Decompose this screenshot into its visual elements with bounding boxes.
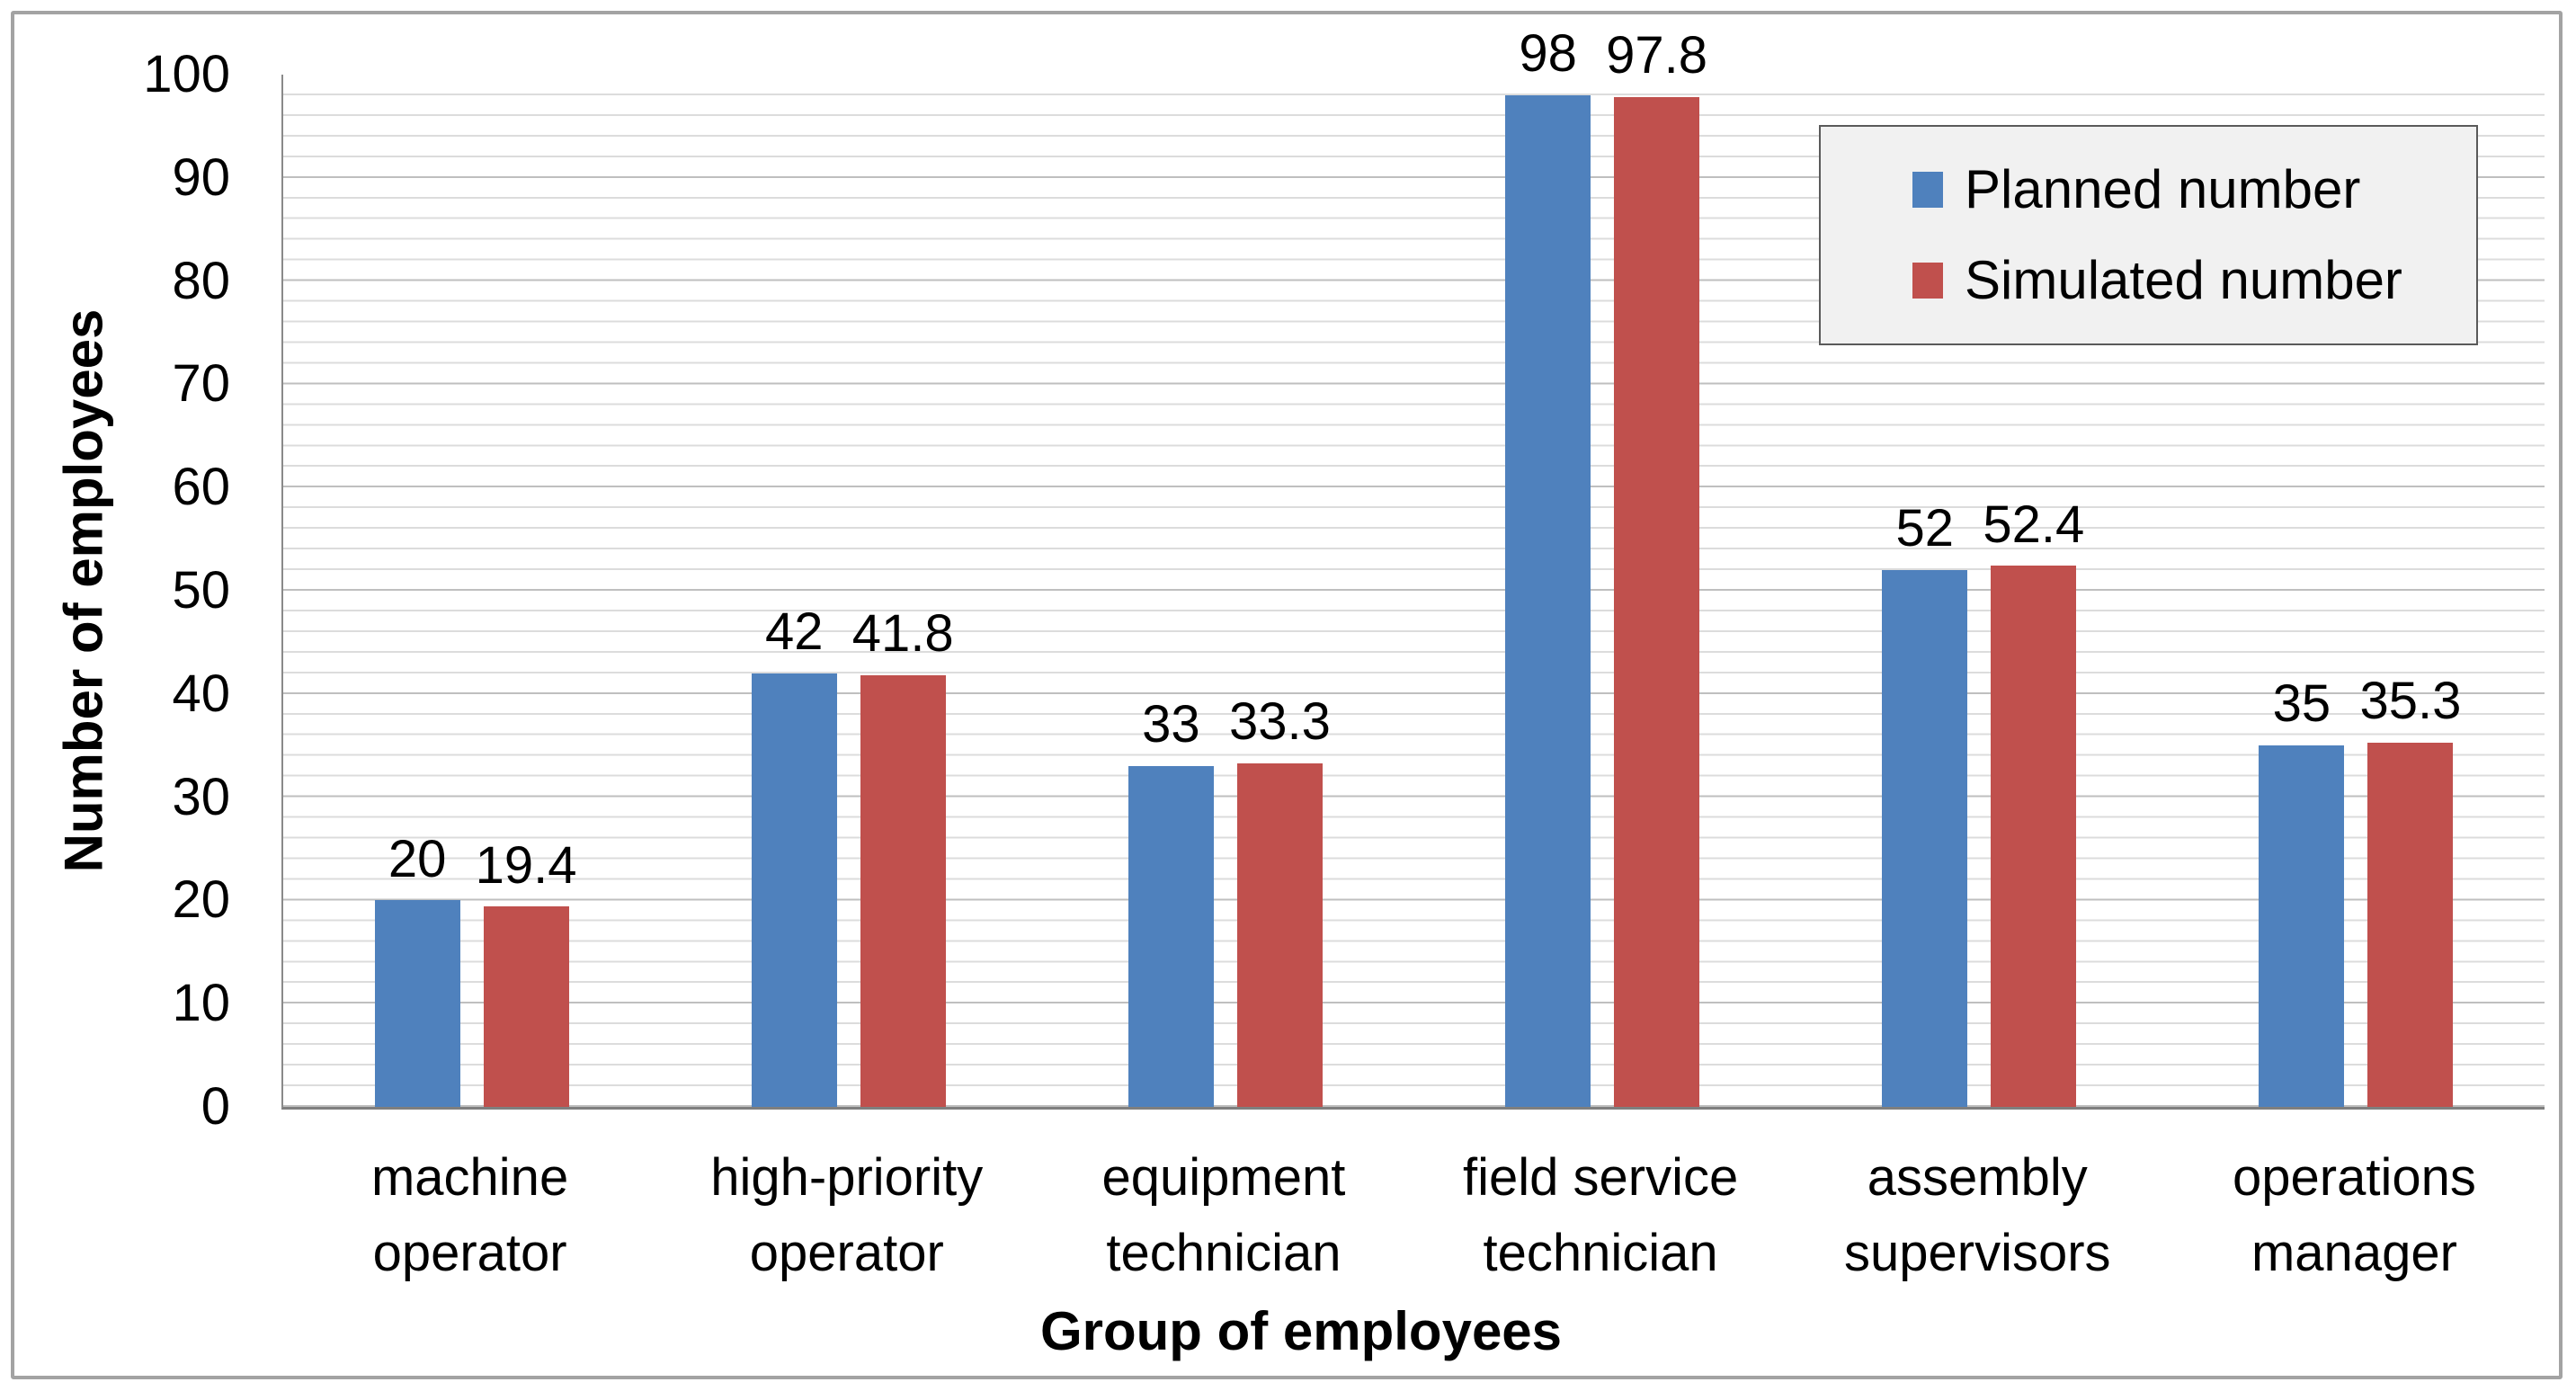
bar-group-assembly-supervisors: 52 52.4 [1791,75,2168,1107]
bar-value-label: 97.8 [1606,26,1708,85]
bar-planned-field-service-technician: 98 [1505,25,1591,1107]
bar-simulated-machine-operator: 19.4 [476,836,577,1107]
bar-group-operations-manager: 35 35.3 [2168,75,2545,1107]
x-label-machine-operator: machine operator [370,1148,569,1282]
legend-label-simulated: Simulated number [1965,249,2402,310]
bar-series-container: 20 19.4 42 41.8 33 33.3 [283,25,2545,1107]
bar-value-label: 42 [764,602,824,662]
plot-area: 20 19.4 42 41.8 33 33.3 [281,25,2545,1110]
y-tick-80: 80 [172,252,230,310]
chart-frame: Number of employees 100 90 80 70 60 50 4… [11,11,2563,1379]
bar-group-high-priority-operator: 42 41.8 [660,75,1037,1107]
y-tick-100: 100 [143,45,230,103]
bar-group-machine-operator: 20 19.4 [283,75,660,1107]
x-label-assembly-supervisors: assembly supervisors [1844,1148,2111,1282]
bar-planned-operations-manager: 35 [2259,675,2345,1107]
bar-value-label: 33 [1142,695,1200,754]
bar-value-label: 98 [1519,24,1577,84]
legend-item-planned: Planned number [1821,163,2476,217]
bar-simulated-field-service-technician: 97.8 [1606,27,1707,1107]
bar-simulated-assembly-supervisors: 52.4 [1983,495,2084,1107]
bar-planned-equipment-technician: 33 [1128,696,1214,1107]
y-tick-10: 10 [172,974,230,1032]
x-label-high-priority-operator: high-priority operator [710,1148,984,1282]
bar-planned-assembly-supervisors: 52 [1882,500,1968,1107]
bar-planned-high-priority-operator: 42 [751,603,837,1107]
x-label-operations-manager: operations manager [2233,1148,2476,1282]
bar-value-label: 41.8 [851,604,954,664]
bar-planned-machine-operator: 20 [374,830,460,1107]
y-tick-50: 50 [172,561,230,620]
bar-group-equipment-technician: 33 33.3 [1037,75,1413,1107]
bar-value-label: 20 [388,829,447,888]
bar-simulated-high-priority-operator: 41.8 [852,605,954,1107]
bar-value-label: 52 [1895,499,1955,558]
y-tick-30: 30 [172,768,230,826]
y-tick-0: 0 [201,1077,230,1136]
bar-simulated-equipment-technician: 33.3 [1229,693,1331,1107]
x-axis-category-labels: machine operator high-priority operator … [281,1140,2543,1291]
bar-value-label: 52.4 [1983,495,2085,554]
legend-label-planned: Planned number [1965,159,2361,220]
bar-value-label: 33.3 [1228,691,1331,751]
legend: Planned number Simulated number [1819,125,2478,345]
bar-value-label: 19.4 [475,835,577,895]
y-tick-70: 70 [172,354,230,413]
x-label-field-service-technician: field service technician [1462,1148,1739,1282]
legend-marker-simulated-icon [1912,262,1943,299]
bar-value-label: 35.3 [2359,671,2462,730]
legend-item-simulated: Simulated number [1821,249,2476,310]
y-tick-60: 60 [172,458,230,516]
x-axis-title: Group of employees [1039,1301,1563,1361]
y-tick-40: 40 [172,664,230,723]
y-tick-90: 90 [172,148,230,207]
legend-marker-planned-icon [1912,172,1943,209]
bar-simulated-operations-manager: 35.3 [2359,673,2461,1107]
bar-group-field-service-technician: 98 97.8 [1414,25,1791,1107]
y-tick-20: 20 [172,870,230,929]
bar-value-label: 35 [2272,674,2331,734]
x-label-equipment-technician: equipment technician [1101,1148,1346,1282]
